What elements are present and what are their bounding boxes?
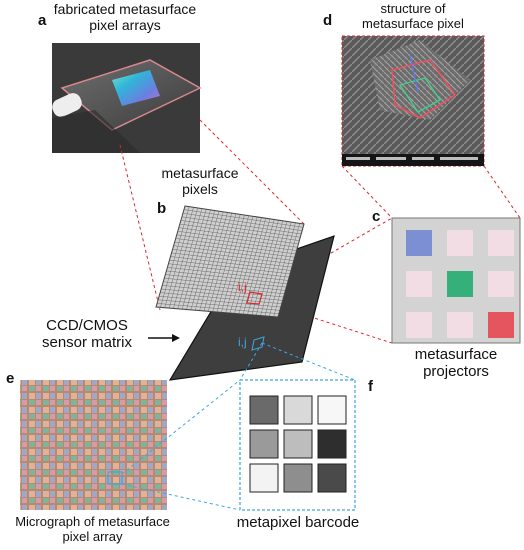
grid-line <box>273 223 300 317</box>
caption-a-line1: fabricated metasurface <box>53 1 197 17</box>
projector-cell <box>406 312 432 338</box>
grid-line <box>247 219 275 315</box>
projector-cell <box>488 230 514 256</box>
projector-grid <box>406 230 514 338</box>
grid-line <box>159 295 281 308</box>
grid-line <box>229 216 258 314</box>
projector-cell <box>447 312 473 338</box>
grid-line <box>169 259 291 275</box>
barcode-cell <box>317 463 347 493</box>
grid-line <box>269 222 296 317</box>
grid-line <box>264 222 292 316</box>
caption-a: fabricated metasurface pixel arrays <box>50 1 200 33</box>
grid-line <box>170 256 292 271</box>
caption-d-line2: metasurface pixel <box>362 15 464 31</box>
grid-line <box>160 292 282 304</box>
projector-cell <box>488 312 514 338</box>
barcode-cell <box>283 463 313 493</box>
pixel-marker <box>246 291 263 305</box>
grid-line <box>157 303 279 314</box>
barcode-grid <box>249 395 347 493</box>
caption-c-line2: projectors <box>423 362 489 380</box>
barcode-cell <box>317 395 347 425</box>
caption-e-line1: Micrograph of metasurface <box>15 514 170 529</box>
barcode-cell <box>283 395 313 425</box>
sensor-pixel-marker <box>251 336 265 351</box>
grid-line <box>242 218 271 315</box>
panel-letter-c: c <box>372 208 381 225</box>
barcode-cell <box>317 429 347 459</box>
caption-b-line2: pixels <box>182 180 218 197</box>
caption-e: Micrograph of metasurface pixel array <box>0 514 185 544</box>
sensor-caption: CCD/CMOS sensor matrix <box>22 317 152 352</box>
micrograph-image <box>20 380 167 510</box>
projector-cell <box>488 271 514 297</box>
caption-c: metasurface projectors <box>392 346 520 381</box>
pixel-label: i,j <box>238 280 247 294</box>
grid-line <box>158 299 280 311</box>
blue-connector-lines <box>121 342 356 511</box>
grid-line <box>161 288 283 301</box>
photo-fabricated-arrays <box>52 43 202 153</box>
barcode-cell <box>249 395 279 425</box>
metasurface-pixel-grid <box>155 205 305 318</box>
barcode-cell <box>249 463 279 493</box>
grid-line <box>234 217 262 314</box>
micrograph-pixel-marker <box>107 471 123 485</box>
grid-line <box>225 216 254 313</box>
projector-cell <box>447 230 473 256</box>
caption-d: structure of metasurface pixel <box>342 1 484 31</box>
caption-d-line1: structure of <box>380 1 446 16</box>
projector-cell <box>447 271 473 297</box>
sensor-caption-line2: sensor matrix <box>41 333 133 351</box>
sensor-pixel-label: i,j <box>238 335 247 349</box>
grid-line <box>168 263 290 278</box>
grid-line <box>260 221 288 316</box>
projector-cell <box>406 230 432 256</box>
grid-line <box>166 270 288 284</box>
sem-image <box>341 35 485 167</box>
grid-line <box>167 267 289 281</box>
grid-line <box>238 218 266 314</box>
panel-letter-f: f <box>368 378 373 395</box>
caption-a-line2: pixel arrays <box>89 16 161 33</box>
caption-f: metapixel barcode <box>236 514 360 531</box>
panel-letter-b: b <box>157 200 167 217</box>
holographic-patch <box>112 70 160 106</box>
caption-b-line1: metasurface <box>161 165 239 181</box>
grid-line <box>251 220 279 315</box>
grid-line <box>163 281 285 294</box>
panel-letter-a: a <box>38 12 47 29</box>
grid-line <box>162 285 284 298</box>
barcode-cell <box>249 429 279 459</box>
grid-line <box>221 215 249 313</box>
caption-c-line1: metasurface <box>414 346 498 363</box>
caption-e-line2: pixel array <box>62 528 123 544</box>
sensor-caption-line1: CCD/CMOS <box>46 317 128 334</box>
tweezer-tip <box>52 93 82 117</box>
panel-letter-d: d <box>323 12 333 29</box>
grid-line <box>164 277 286 291</box>
panel-letter-e: e <box>6 370 15 387</box>
grid-line <box>165 274 287 288</box>
caption-b: metasurface pixels <box>150 165 250 197</box>
projector-cell <box>406 271 432 297</box>
barcode-cell <box>283 429 313 459</box>
sensor-arrow <box>148 334 180 342</box>
